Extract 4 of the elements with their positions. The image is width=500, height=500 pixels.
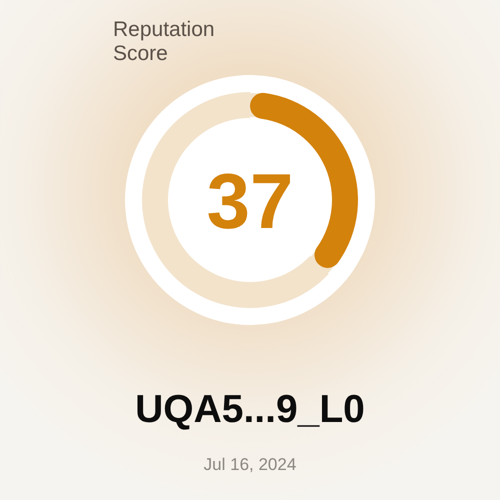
- chart-title: Reputation Score: [113, 18, 216, 66]
- text: 37: [206, 156, 294, 246]
- text: Jul 16, 2024: [202, 455, 298, 475]
- text: UQA5...9_L0: [134, 388, 366, 432]
